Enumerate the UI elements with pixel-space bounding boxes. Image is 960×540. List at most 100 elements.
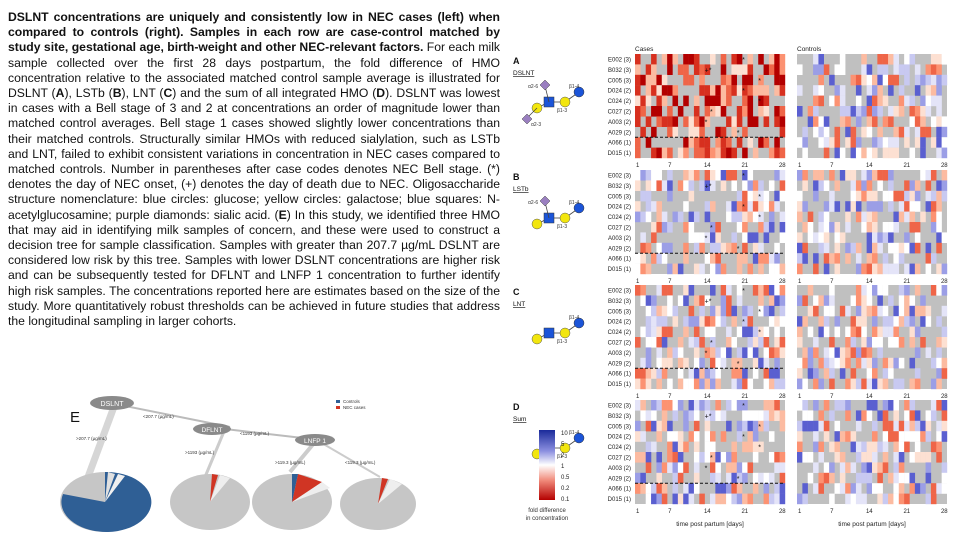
heat-cell [774, 483, 780, 494]
heat-cell [802, 410, 808, 421]
heat-cell [747, 137, 754, 148]
heat-cell [797, 378, 803, 390]
heat-cell [818, 452, 824, 463]
heat-cell [693, 326, 700, 338]
heat-cell [882, 170, 889, 181]
heat-cell [667, 263, 673, 275]
heat-cell [693, 431, 700, 442]
heat-cell [736, 493, 743, 505]
heat-cell [888, 106, 894, 117]
heat-cell [936, 316, 942, 327]
heat-cell [715, 483, 721, 494]
heat-cell [710, 337, 716, 348]
heat-cell [834, 357, 841, 369]
heat-cell [898, 295, 905, 306]
heat-cell [845, 242, 851, 254]
heat-cell [834, 85, 841, 96]
heat-cell [774, 242, 780, 254]
heat-cell [904, 441, 910, 453]
heat-cell [834, 201, 841, 212]
heat-cell [667, 106, 673, 117]
heat-cell [888, 472, 894, 484]
heat-cell [768, 147, 775, 159]
heat-cell [839, 347, 846, 358]
heat-cell [893, 493, 899, 505]
heat-cell [855, 263, 862, 275]
panel-name: DSLNT [513, 70, 534, 77]
heat-cell [877, 74, 883, 86]
heat-cell [850, 368, 857, 379]
heat-cell [683, 285, 689, 296]
heat-cell [710, 347, 716, 358]
heat-cell [645, 201, 652, 212]
heat-cell [898, 95, 905, 107]
heat-cell [635, 211, 641, 223]
heat-cell [818, 410, 824, 421]
heat-cell [715, 222, 721, 233]
heat-cell [925, 472, 932, 484]
heat-cell [920, 116, 926, 127]
heat-cell [683, 378, 689, 390]
heat-cell [813, 64, 819, 75]
heat-cell [747, 170, 754, 181]
heat-cell [813, 180, 819, 191]
heat-cell [683, 116, 689, 127]
heat-cell [656, 201, 662, 212]
heat-cell [720, 452, 727, 463]
heat-cell [823, 222, 830, 233]
heat-cell [909, 305, 916, 317]
heat-cell [941, 472, 948, 484]
heat-cell [909, 316, 916, 327]
heat-cell [731, 211, 737, 223]
heat-cell [667, 126, 673, 138]
heat-cell [872, 400, 878, 411]
heat-cell [925, 347, 932, 358]
heat-cell [656, 472, 662, 484]
heat-cell [861, 170, 867, 181]
heat-cell [688, 211, 695, 223]
decision-tree: E DSLNT DFLNT LNFP 1 <207.7 (µg/mL) <119… [60, 396, 416, 532]
heat-cell [688, 305, 695, 317]
heat-cell [693, 472, 700, 484]
heat-cell [797, 232, 803, 243]
heat-cell [866, 483, 873, 494]
heat-cell [704, 116, 711, 127]
heat-cell [802, 137, 808, 148]
heat-cell [699, 263, 705, 275]
heat-cell [667, 357, 673, 369]
heat-cell [936, 85, 942, 96]
row-label: A066 (1) [608, 487, 631, 493]
heat-cell [736, 106, 743, 117]
galactose-icon [559, 442, 571, 454]
heat-cell [672, 483, 679, 494]
heat-cell [667, 64, 673, 75]
heat-cell [656, 493, 662, 505]
heat-cell [758, 285, 764, 296]
heat-cell [656, 357, 662, 369]
heat-cell [829, 253, 835, 264]
heat-cell [802, 483, 808, 494]
heat-cell [742, 410, 748, 421]
heat-cell [640, 326, 646, 338]
heat-cell [710, 441, 716, 453]
x-tick: 21 [741, 279, 748, 285]
heat-cell [699, 368, 705, 379]
heat-cell [667, 116, 673, 127]
heat-cell [699, 357, 705, 369]
heat-cell [742, 85, 748, 96]
heat-cell [845, 201, 851, 212]
heat-cell [683, 95, 689, 107]
heat-cell [635, 337, 641, 348]
heat-cell [661, 147, 668, 159]
heat-cell [818, 420, 824, 432]
heat-cell [752, 368, 759, 379]
heat-cell [855, 242, 862, 254]
heat-cell [855, 180, 862, 191]
heat-cell [802, 253, 808, 264]
heat-cell [677, 493, 684, 505]
heat-cell [888, 54, 894, 65]
heat-cell [882, 222, 889, 233]
onset-marker: * [758, 424, 761, 431]
heat-cell [818, 180, 824, 191]
